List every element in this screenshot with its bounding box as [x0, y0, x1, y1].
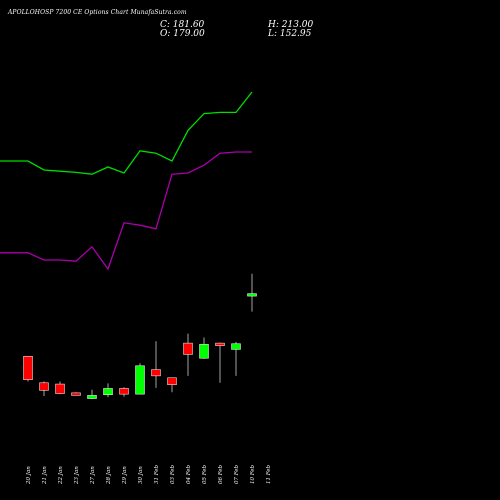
candle-body: [135, 365, 145, 395]
x-tick-label: 28 Jan: [106, 466, 112, 485]
candle: [119, 387, 129, 397]
open-value: O: 179.00: [160, 29, 205, 39]
candle: [151, 341, 161, 388]
candle-body: [119, 388, 129, 395]
candle: [167, 377, 177, 393]
x-tick-label: 04 Feb: [186, 464, 192, 484]
candle-body: [247, 293, 257, 297]
candle: [247, 273, 257, 312]
close-value: C: 181.60: [160, 20, 205, 30]
x-axis-labels: 20 Jan 21 Jan 22 Jan 23 Jan 27 Jan 28 Jan 29 J…: [26, 464, 272, 485]
candle: [71, 392, 81, 396]
x-tick-label: 31 Feb: [154, 464, 160, 484]
candle: [183, 333, 193, 376]
candle-body: [71, 392, 81, 396]
candle-body: [103, 388, 113, 396]
x-tick-label: 07 Feb: [234, 464, 240, 484]
x-tick-label: 03 Feb: [170, 464, 176, 484]
lower-band-line: [0, 151, 252, 271]
x-tick-label: 29 Jan: [122, 466, 128, 485]
candle-body: [23, 356, 33, 380]
x-tick-label: 23 Jan: [74, 466, 80, 485]
candle: [231, 341, 241, 376]
x-tick-label: 10 Feb: [250, 464, 256, 484]
low-value: L: 152.95: [268, 29, 312, 39]
candle-body: [55, 383, 65, 394]
x-tick-label: 05 Feb: [202, 464, 208, 484]
upper-band-line: [0, 91, 253, 175]
x-tick-label: 22 Jan: [58, 466, 64, 485]
candle: [39, 381, 49, 397]
candle: [215, 342, 225, 383]
x-tick-label: 11 Feb: [266, 464, 272, 484]
candle: [199, 337, 209, 359]
candle: [103, 383, 113, 398]
x-tick-label: 20 Jan: [26, 466, 32, 485]
candle-body: [39, 382, 49, 391]
candles-layer: [23, 273, 257, 400]
high-value: H: 213.00: [268, 20, 314, 30]
candle: [55, 381, 65, 395]
x-tick-label: 30 Jan: [138, 466, 144, 484]
x-tick-label: 21 Jan: [42, 466, 48, 485]
candle-body: [87, 395, 97, 399]
candle: [135, 363, 145, 395]
candle-body: [151, 369, 161, 377]
chart-title: APOLLOHOSP 7200 CE Options Chart MunafaS…: [8, 9, 187, 16]
candle: [87, 389, 97, 400]
candle-body: [215, 342, 225, 346]
candle-body: [167, 377, 177, 385]
candle-body: [199, 344, 209, 359]
x-tick-label: 06 Feb: [218, 464, 224, 484]
candle-body: [231, 343, 241, 350]
candle-body: [183, 342, 193, 355]
x-tick-label: 27 Jan: [90, 466, 96, 485]
candle: [23, 356, 33, 382]
bands-layer: [0, 91, 253, 271]
